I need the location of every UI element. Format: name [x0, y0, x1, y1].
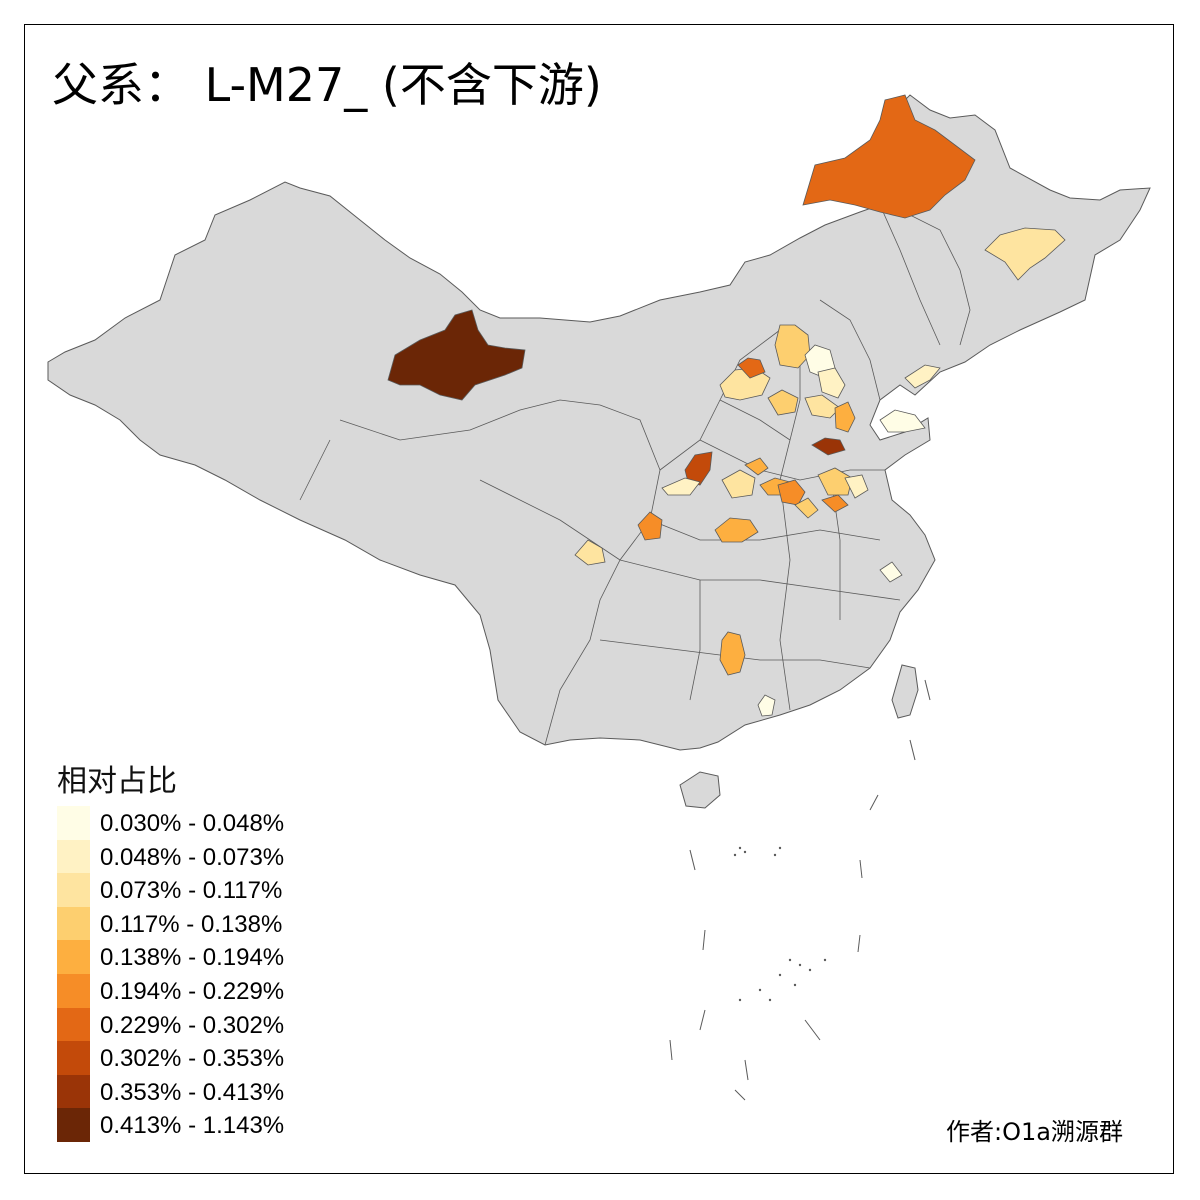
region-north-a	[774, 324, 811, 369]
region-jiangsu-c	[821, 494, 849, 513]
region-harbin	[984, 227, 1066, 281]
region-gansu-strip	[661, 477, 701, 496]
region-henan-b	[777, 479, 806, 506]
region-shandong-coast	[879, 409, 926, 433]
region-north-c	[817, 367, 846, 399]
legend-title: 相对占比	[57, 764, 177, 799]
legend-swatch	[57, 873, 90, 907]
region-hulunbuir	[802, 94, 976, 219]
legend-swatch	[57, 806, 90, 840]
island-dots	[733, 846, 827, 1002]
region-baotou	[719, 367, 771, 401]
south-sea-islands	[669, 679, 931, 1101]
legend-label: 0.353% - 0.413%	[100, 1078, 285, 1106]
legend-swatch	[57, 973, 90, 1008]
legend-label: 0.302% - 0.353%	[100, 1045, 285, 1073]
region-guangdong	[757, 694, 776, 717]
legend-label: 0.413% - 1.143%	[100, 1112, 285, 1140]
region-sichuan-west	[574, 539, 606, 566]
region-shaanxi-b	[744, 457, 769, 476]
legend-swatch	[57, 839, 90, 874]
province-borders	[299, 204, 971, 746]
legend-swatch	[57, 1041, 90, 1075]
region-hunan-south	[719, 631, 746, 676]
region-hebei-b	[834, 401, 856, 433]
map-title: 父系： L-M27_ (不含下游)	[52, 58, 602, 112]
region-shaanxi-a	[721, 469, 756, 499]
region-liaodong	[904, 364, 941, 389]
author-credit: 作者:O1a溯源群	[946, 1118, 1123, 1146]
legend-swatch	[57, 940, 90, 974]
legend-swatch	[57, 1074, 90, 1109]
map-frame	[24, 24, 1174, 1174]
region-shanxi-a	[767, 389, 799, 416]
legend-label: 0.138% - 0.194%	[100, 944, 285, 972]
legend-label: 0.194% - 0.229%	[100, 977, 285, 1005]
legend-label: 0.030% - 0.048%	[100, 810, 285, 837]
taiwan-island	[891, 664, 919, 719]
legend-swatch	[57, 906, 90, 941]
region-baotou-b	[737, 357, 766, 379]
region-henan-c	[794, 497, 819, 519]
region-sichuan-north	[637, 511, 663, 541]
region-jiangsu-b	[844, 474, 869, 499]
legend-label: 0.048% - 0.073%	[100, 843, 285, 871]
legend-label: 0.117% - 0.138%	[100, 910, 283, 938]
china-landmass	[47, 94, 1151, 751]
legend-swatch	[57, 1108, 90, 1142]
hainan-island	[679, 771, 721, 809]
region-xinjiang-north	[387, 309, 526, 401]
legend-label: 0.229% - 0.302%	[100, 1011, 285, 1039]
region-shanghai-area	[879, 561, 903, 583]
legend-label: 0.073% - 0.117%	[100, 877, 283, 905]
region-shandong-dark	[811, 437, 846, 456]
region-hubei	[714, 517, 759, 543]
legend-swatch	[57, 1007, 90, 1042]
